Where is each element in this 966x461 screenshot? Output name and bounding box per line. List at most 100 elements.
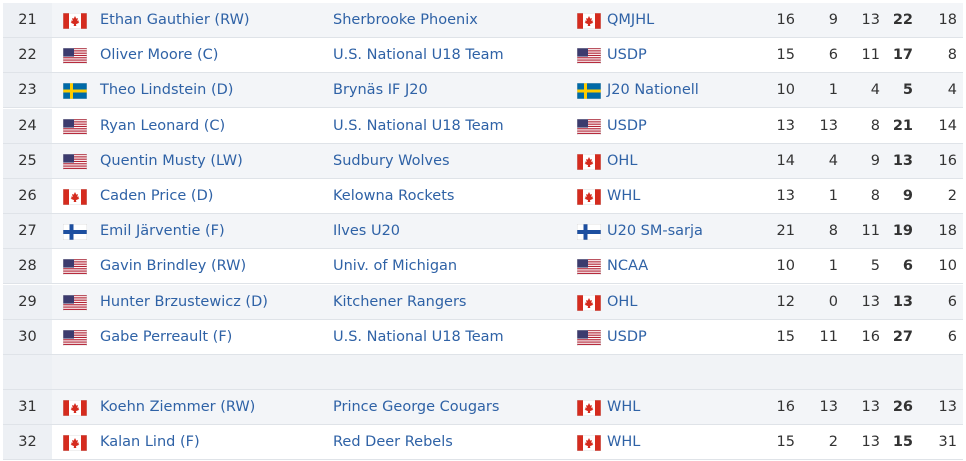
total-points: 6 (902, 258, 913, 275)
flag-icon (577, 118, 601, 135)
rank: 24 (3, 108, 52, 143)
player-name[interactable]: Gavin Brindley (RW) (100, 258, 247, 275)
league-name[interactable]: USDP (607, 117, 647, 134)
games-played: 13 (776, 117, 795, 134)
penalty-minutes: 2 (947, 188, 957, 204)
games-played: 13 (776, 188, 795, 204)
player-name[interactable]: Emil Järventie (F) (100, 223, 225, 240)
penalty-minutes: 10 (938, 258, 957, 275)
goals: 2 (828, 434, 838, 451)
games-played: 16 (776, 399, 795, 416)
assists: 11 (861, 47, 880, 64)
assists: 13 (861, 12, 880, 28)
player-name[interactable]: Ethan Gauthier (RW) (100, 12, 250, 28)
player-name[interactable]: Caden Price (D) (100, 188, 214, 204)
player-row: 26 Caden Price (D) Kelowna Rockets WHL 13 1 8 9… (3, 179, 963, 214)
goals: 0 (828, 293, 838, 310)
team-name[interactable]: Prince George Cougars (333, 399, 500, 416)
rank: 26 (3, 179, 52, 213)
goals: 6 (828, 47, 838, 64)
games-played: 15 (776, 328, 795, 345)
flag-icon (577, 435, 601, 452)
assists: 11 (861, 223, 880, 240)
team-name[interactable]: U.S. National U18 Team (333, 47, 504, 64)
player-row: 29 Hunter Brzustewicz (D) Kitchener Ranger… (3, 284, 963, 320)
games-played: 15 (776, 434, 795, 451)
league-name[interactable]: QMJHL (607, 12, 655, 28)
penalty-minutes: 14 (938, 117, 957, 134)
total-points: 19 (892, 223, 913, 240)
team-name[interactable]: Sherbrooke Phoenix (333, 12, 478, 28)
flag-icon (577, 224, 601, 241)
league-name[interactable]: USDP (607, 328, 647, 345)
team-name[interactable]: Brynäs IF J20 (333, 82, 428, 99)
flag-icon (577, 329, 601, 346)
league-name[interactable]: WHL (607, 434, 641, 451)
goals: 1 (828, 82, 838, 99)
team-name[interactable]: Kitchener Rangers (333, 293, 467, 310)
games-played: 16 (776, 12, 795, 28)
player-row: 31 Koehn Ziemmer (RW) Prince George Cougar… (3, 390, 963, 426)
player-row: 27 Emil Järventie (F) Ilves U20 U20 SM-sarj… (3, 214, 963, 250)
goals: 9 (828, 12, 838, 28)
team-name[interactable]: U.S. National U18 Team (333, 328, 504, 345)
rank: 27 (3, 214, 52, 249)
team-name[interactable]: Kelowna Rockets (333, 188, 455, 204)
league-name[interactable]: U20 SM-sarja (607, 223, 703, 240)
flag-icon (63, 294, 87, 311)
flag-icon (63, 329, 87, 346)
player-name[interactable]: Koehn Ziemmer (RW) (100, 399, 256, 416)
player-name[interactable]: Oliver Moore (C) (100, 47, 219, 64)
player-name[interactable]: Theo Lindstein (D) (100, 82, 234, 99)
penalty-minutes: 4 (947, 82, 957, 99)
player-name[interactable]: Hunter Brzustewicz (D) (100, 293, 268, 310)
flag-icon (63, 435, 87, 452)
total-points: 13 (892, 293, 913, 310)
flag-icon (577, 259, 601, 276)
player-row: 28 Gavin Brindley (RW) Univ. of Michigan NC… (3, 249, 963, 285)
team-name[interactable]: Ilves U20 (333, 223, 401, 240)
league-name[interactable]: OHL (607, 152, 638, 169)
player-name[interactable]: Gabe Perreault (F) (100, 328, 233, 345)
flag-icon (63, 224, 87, 241)
penalty-minutes: 16 (938, 152, 957, 169)
player-row: 24 Ryan Leonard (C) U.S. National U18 Team… (3, 108, 963, 144)
team-name[interactable]: U.S. National U18 Team (333, 117, 504, 134)
team-name[interactable]: Univ. of Michigan (333, 258, 458, 275)
total-points: 21 (892, 117, 913, 134)
team-name[interactable]: Red Deer Rebels (333, 434, 453, 451)
assists: 8 (870, 117, 880, 134)
league-name[interactable]: WHL (607, 188, 641, 204)
total-points: 17 (892, 47, 913, 64)
rank: 25 (3, 143, 52, 178)
player-name[interactable]: Quentin Musty (LW) (100, 152, 243, 169)
flag-icon (63, 259, 87, 276)
league-name[interactable]: OHL (607, 293, 638, 310)
league-name[interactable]: USDP (607, 47, 647, 64)
player-row: 25 Quentin Musty (LW) Sudbury Wolves OHL 14 4… (3, 143, 963, 179)
goals: 1 (828, 258, 838, 275)
team-name[interactable]: Sudbury Wolves (333, 152, 450, 169)
flag-icon (577, 400, 601, 417)
assists: 5 (870, 258, 880, 275)
flag-icon (63, 48, 87, 65)
flag-icon (577, 189, 601, 205)
league-name[interactable]: J20 Nationell (607, 82, 699, 99)
flag-icon (577, 13, 601, 29)
player-name[interactable]: Ryan Leonard (C) (100, 117, 226, 134)
league-name[interactable]: NCAA (607, 258, 649, 275)
rank: 32 (3, 425, 52, 460)
flag-icon (63, 13, 87, 29)
flag-icon (63, 118, 87, 135)
rank: 30 (3, 319, 52, 354)
goals: 8 (828, 223, 838, 240)
flag-icon (63, 153, 87, 170)
games-played: 10 (776, 258, 795, 275)
flag-icon (577, 153, 601, 170)
league-name[interactable]: WHL (607, 399, 641, 416)
rank: 29 (3, 284, 52, 319)
goals: 1 (828, 188, 838, 204)
player-name[interactable]: Kalan Lind (F) (100, 434, 200, 451)
assists: 8 (870, 188, 880, 204)
flag-icon (577, 48, 601, 65)
